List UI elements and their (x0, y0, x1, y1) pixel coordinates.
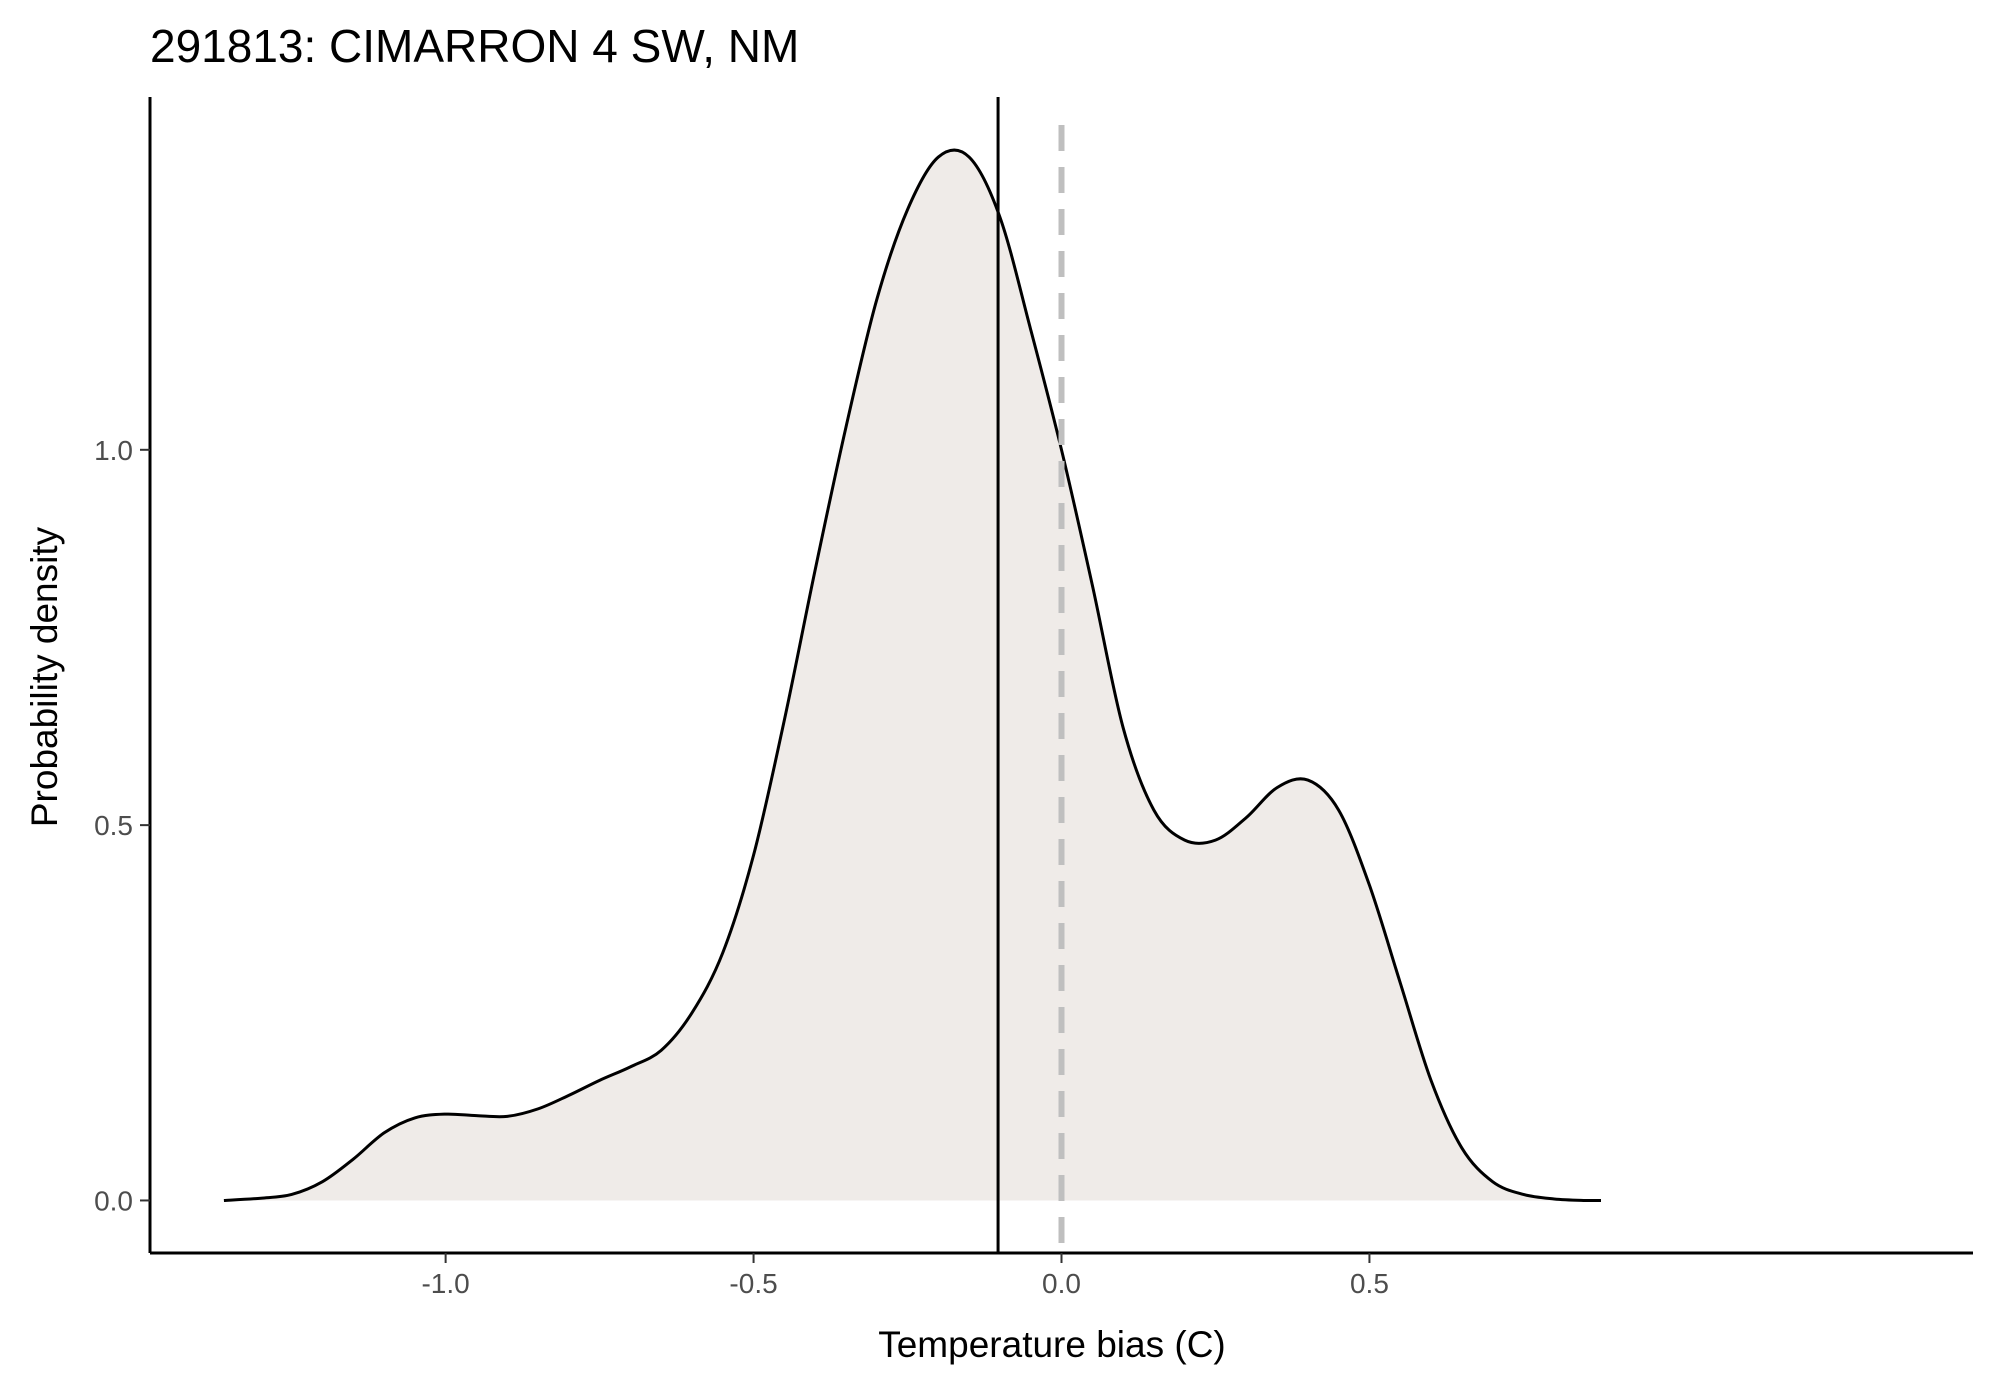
x-axis-title: Temperature bias (C) (878, 1324, 1226, 1365)
x-tick-label: -0.5 (729, 1268, 777, 1299)
density-curve (223, 148, 1602, 1203)
y-axis-title: Probability density (24, 526, 65, 827)
y-tick-label: 0.0 (94, 1185, 133, 1216)
x-tick-label: 0.0 (1042, 1268, 1081, 1299)
x-tick-label: 0.5 (1350, 1268, 1389, 1299)
density-area-layer (223, 148, 1602, 1203)
ticks-layer: -1.0 -0.5 0.0 0.5 0.0 0.5 1.0 (94, 435, 1389, 1299)
chart-title: 291813: CIMARRON 4 SW, NM (150, 20, 799, 72)
y-tick-label: 0.5 (94, 810, 133, 841)
reference-lines-layer (996, 97, 1065, 1253)
y-tick-label: 1.0 (94, 435, 133, 466)
density-fill (223, 150, 1602, 1201)
x-tick-label: -1.0 (421, 1268, 469, 1299)
